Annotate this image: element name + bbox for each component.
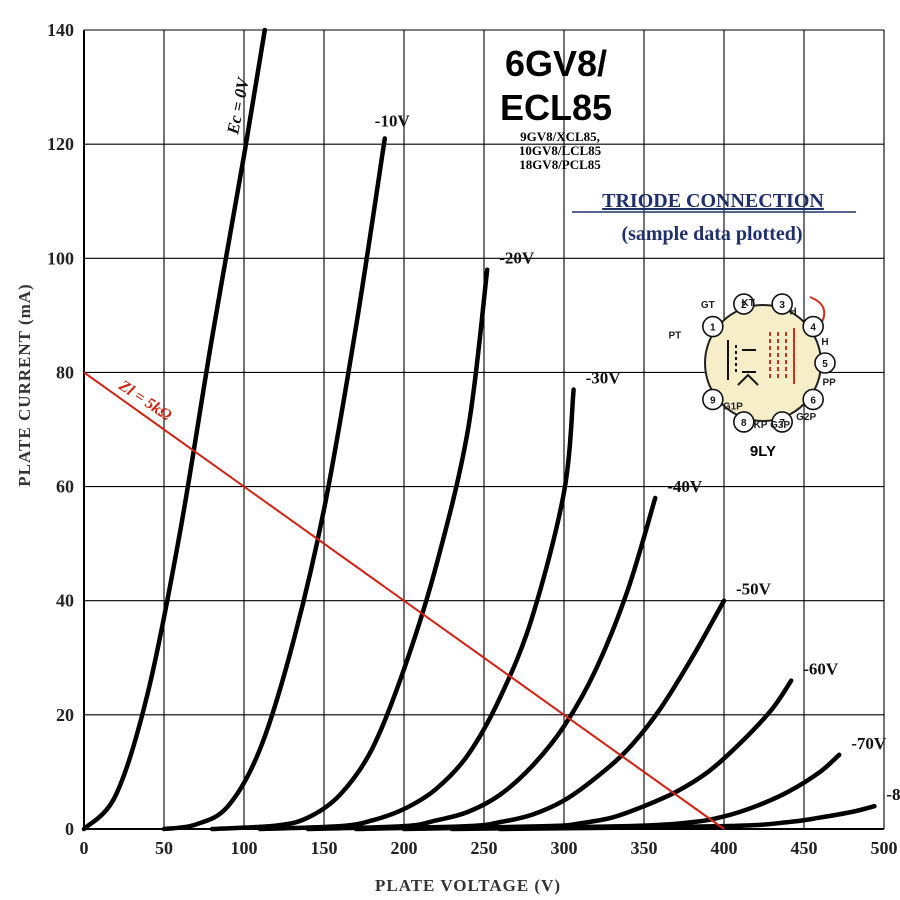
chart-subtitle-1: 9GV8/XCL85, xyxy=(520,129,600,144)
curve-label-6: -60V xyxy=(803,660,839,679)
pin-1-circle xyxy=(702,315,724,338)
curve-label-7: -70V xyxy=(851,734,887,753)
y-tick-label: 140 xyxy=(47,20,74,40)
pin-3-number: 3 xyxy=(779,300,785,311)
curve-label-1: -10V xyxy=(375,111,411,130)
x-tick-label: 450 xyxy=(791,838,818,858)
curve-series-7 xyxy=(449,752,842,832)
chart-title-line2: ECL85 xyxy=(500,87,612,128)
curve-series-4 xyxy=(305,495,658,832)
triode-section-icon xyxy=(727,340,759,386)
y-tick-label: 120 xyxy=(47,134,74,154)
load-line xyxy=(83,371,725,830)
x-tick-label: 150 xyxy=(311,838,338,858)
pin-3-label: KT xyxy=(741,298,754,309)
pin-9-circle xyxy=(702,388,724,411)
curve-series-6 xyxy=(401,678,794,832)
plate-curves xyxy=(81,27,877,832)
pin-8-label: KP G3P xyxy=(754,420,791,431)
curve-series-3 xyxy=(257,387,576,832)
pin-9-number: 9 xyxy=(710,395,716,406)
pin-6-number: 6 xyxy=(810,395,816,406)
base-code: 9LY xyxy=(750,443,776,460)
curve-series-8 xyxy=(497,803,877,832)
y-tick-label: 60 xyxy=(56,477,74,497)
x-tick-label: 350 xyxy=(631,838,658,858)
chart-subtitle-3: 18GV8/PCL85 xyxy=(519,157,601,172)
pin-5-label: H xyxy=(821,337,828,348)
pin-1-number: 1 xyxy=(710,323,716,334)
pin-7-number: 7 xyxy=(779,418,785,429)
y-tick-label: 0 xyxy=(65,819,74,839)
x-tick-label: 300 xyxy=(551,838,578,858)
x-tick-label: 250 xyxy=(471,838,498,858)
pin-6-label: PP xyxy=(822,377,836,388)
pin-7-circle xyxy=(771,411,793,433)
pin-5-number: 5 xyxy=(822,359,828,370)
x-tick-label: 0 xyxy=(80,838,89,858)
curve-label-2: -20V xyxy=(499,249,535,268)
curve-label-5: -50V xyxy=(736,580,772,599)
pin-4-circle xyxy=(802,315,824,338)
y-tick-label: 100 xyxy=(47,248,74,268)
triode-connection-heading: TRIODE CONNECTION xyxy=(602,190,824,212)
curve-label-3: -30V xyxy=(586,369,622,388)
curve-labels: Ec = 0V-10V-20V-30V-40V-50V-60V-70V-80V xyxy=(223,75,900,805)
y-tick-label: 20 xyxy=(56,705,74,725)
pin-9-label: G1P xyxy=(723,401,743,412)
pin-3-circle xyxy=(771,293,793,315)
pin-8-number: 8 xyxy=(741,418,747,429)
pin-2-circle xyxy=(733,293,755,315)
pin-1-label: PT xyxy=(668,331,681,342)
pin-6-circle xyxy=(802,388,824,411)
x-axis-title: PLATE VOLTAGE (V) xyxy=(375,876,561,895)
y-tick-label: 80 xyxy=(56,362,74,382)
x-tick-label: 50 xyxy=(155,838,173,858)
pin-4-label: H xyxy=(790,307,797,318)
pin-5-circle xyxy=(814,352,836,374)
x-tick-label: 500 xyxy=(871,838,898,858)
pentode-section-icon xyxy=(769,328,795,384)
pin-2-number: 2 xyxy=(741,300,747,311)
y-tick-label: 40 xyxy=(56,591,74,611)
curve-series-0 xyxy=(81,27,268,832)
x-tick-label: 100 xyxy=(231,838,258,858)
curve-series-1 xyxy=(161,136,388,832)
sample-data-note: (sample data plotted) xyxy=(621,223,802,245)
curve-label-4: -40V xyxy=(667,477,703,496)
pin-4-number: 4 xyxy=(810,323,816,334)
chart-title: 6GV8/ xyxy=(505,43,607,84)
pin-7-label: G2P xyxy=(796,412,816,423)
plate-strap-icon xyxy=(809,296,826,323)
pin-8-circle xyxy=(733,411,755,433)
curve-series-2 xyxy=(209,267,490,832)
chart-subtitle-2: 10GV8/LCL85 xyxy=(519,143,602,158)
curve-label-8: -80V xyxy=(886,785,900,804)
x-tick-label: 400 xyxy=(711,838,738,858)
x-tick-label: 200 xyxy=(391,838,418,858)
y-axis-title: PLATE CURRENT (mA) xyxy=(15,283,34,486)
pin-2-label: GT xyxy=(701,300,715,311)
